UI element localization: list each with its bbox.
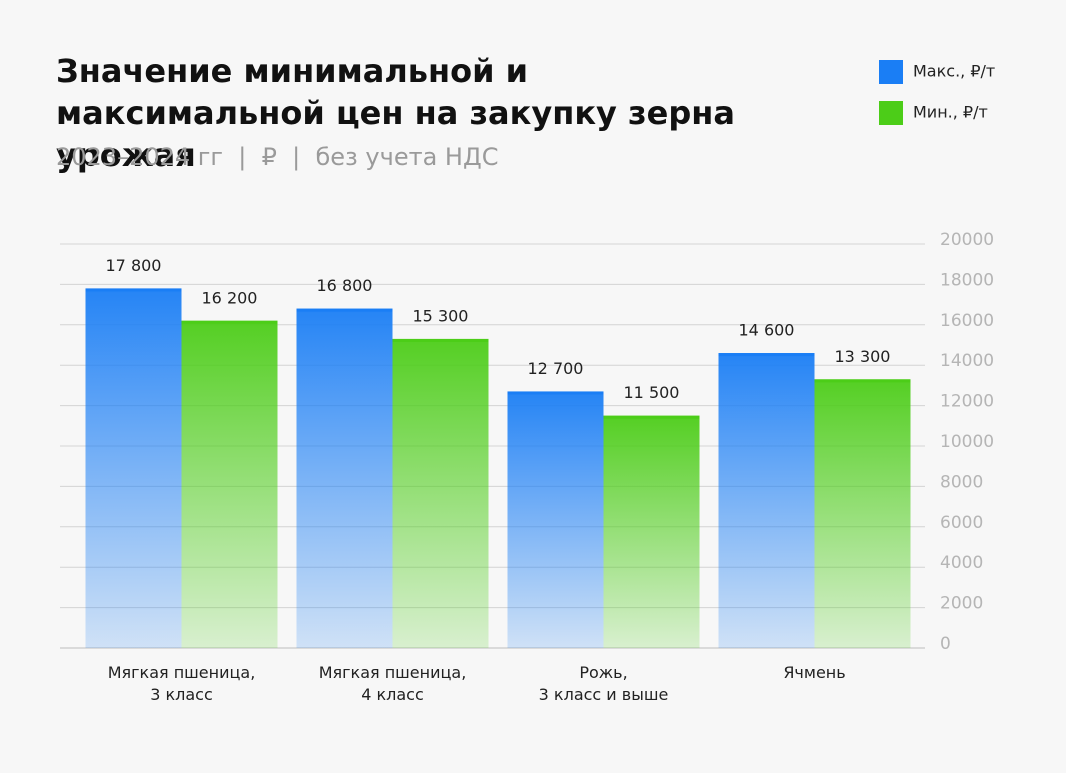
y-tick-label: 10000	[940, 432, 994, 452]
x-tick-label: Мягкая пшеница, 4 класс	[318, 663, 467, 704]
bar	[181, 320, 278, 648]
bar	[85, 288, 182, 648]
y-tick-label: 2000	[940, 594, 983, 614]
y-tick-label: 0	[940, 634, 951, 654]
y-tick-label: 20000	[940, 230, 994, 250]
value-label: 15 300	[413, 306, 469, 325]
value-label: 16 800	[317, 276, 373, 295]
bar	[392, 338, 489, 648]
bar	[507, 391, 604, 648]
bar	[718, 353, 815, 648]
bar	[814, 379, 911, 648]
value-label: 13 300	[835, 347, 891, 366]
value-label: 16 200	[202, 288, 258, 307]
bar	[296, 308, 393, 648]
legend-label: Мин., ₽/т	[913, 103, 988, 122]
y-tick-label: 8000	[940, 472, 983, 492]
value-label: 11 500	[624, 383, 680, 402]
y-tick-label: 4000	[940, 553, 983, 573]
x-tick-label: Мягкая пшеница, 3 класс	[107, 663, 256, 704]
legend-swatch	[879, 101, 903, 125]
y-tick-label: 18000	[940, 270, 994, 290]
y-tick-label: 12000	[940, 392, 994, 412]
y-tick-label: 14000	[940, 351, 994, 371]
x-tick-label: Ячмень	[783, 663, 846, 682]
value-label: 17 800	[106, 256, 162, 275]
y-tick-label: 16000	[940, 311, 994, 331]
legend-swatch	[879, 60, 903, 84]
value-label: 14 600	[739, 321, 795, 340]
chart-subtitle: 2023–2024 гг | ₽ | без учета НДС	[56, 143, 499, 171]
value-label: 12 700	[528, 359, 584, 378]
legend-label: Макс., ₽/т	[913, 62, 995, 81]
x-tick-label: Рожь, 3 класс и выше	[538, 663, 669, 704]
y-tick-label: 6000	[940, 513, 983, 533]
chart-title: Значение минимальной и максимальной цен …	[56, 52, 735, 174]
bar	[603, 415, 700, 648]
